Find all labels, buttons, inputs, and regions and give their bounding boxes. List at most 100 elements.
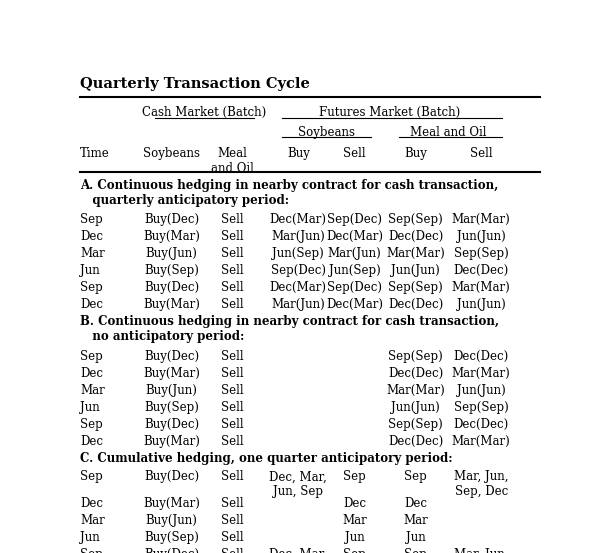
Text: Buy(Mar): Buy(Mar) — [143, 230, 200, 243]
Text: Mar(Mar): Mar(Mar) — [386, 247, 445, 260]
Text: Sell: Sell — [221, 497, 244, 510]
Text: Dec: Dec — [404, 497, 427, 510]
Text: Sep: Sep — [343, 471, 366, 483]
Text: Jun(Jun): Jun(Jun) — [457, 299, 506, 311]
Text: Buy(Mar): Buy(Mar) — [143, 367, 200, 380]
Text: Sep(Dec): Sep(Dec) — [271, 264, 326, 278]
Text: Dec(Dec): Dec(Dec) — [388, 230, 443, 243]
Text: Quarterly Transaction Cycle: Quarterly Transaction Cycle — [80, 77, 310, 91]
Text: Jun(Jun): Jun(Jun) — [391, 401, 440, 414]
Text: Buy(Mar): Buy(Mar) — [143, 299, 200, 311]
Text: Dec: Dec — [80, 367, 103, 380]
Text: Dec(Dec): Dec(Dec) — [454, 418, 509, 431]
Text: C. Cumulative hedging, one quarter anticipatory period:: C. Cumulative hedging, one quarter antic… — [80, 452, 453, 465]
Text: Soybeans: Soybeans — [298, 127, 355, 139]
Text: Dec, Mar,
Jun, Sep: Dec, Mar, Jun, Sep — [269, 471, 327, 498]
Text: Buy(Sep): Buy(Sep) — [145, 264, 199, 278]
Text: Dec(Dec): Dec(Dec) — [388, 299, 443, 311]
Text: Buy(Dec): Buy(Dec) — [144, 350, 199, 363]
Text: Sep: Sep — [80, 281, 103, 294]
Text: Buy(Jun): Buy(Jun) — [146, 514, 198, 527]
Text: Sep: Sep — [343, 548, 366, 553]
Text: Sell: Sell — [221, 384, 244, 397]
Text: Dec(Dec): Dec(Dec) — [388, 435, 443, 448]
Text: Buy(Jun): Buy(Jun) — [146, 384, 198, 397]
Text: Sep: Sep — [80, 418, 103, 431]
Text: Dec: Dec — [80, 435, 103, 448]
Text: Sell: Sell — [343, 147, 366, 160]
Text: Sep(Sep): Sep(Sep) — [388, 350, 443, 363]
Text: Buy(Dec): Buy(Dec) — [144, 548, 199, 553]
Text: Sell: Sell — [221, 367, 244, 380]
Text: Dec: Dec — [80, 497, 103, 510]
Text: Futures Market (Batch): Futures Market (Batch) — [319, 106, 460, 119]
Text: Sep: Sep — [404, 471, 427, 483]
Text: Buy(Dec): Buy(Dec) — [144, 213, 199, 226]
Text: Sep: Sep — [80, 471, 103, 483]
Text: Dec(Mar): Dec(Mar) — [270, 213, 327, 226]
Text: Sell: Sell — [221, 350, 244, 363]
Text: Jun: Jun — [80, 531, 100, 544]
Text: Mar, Jun,
Sep, Dec: Mar, Jun, Sep, Dec — [454, 548, 508, 553]
Text: Dec(Mar): Dec(Mar) — [270, 281, 327, 294]
Text: Jun(Sep): Jun(Sep) — [272, 247, 324, 260]
Text: Sell: Sell — [221, 299, 244, 311]
Text: Sep: Sep — [80, 350, 103, 363]
Text: Buy: Buy — [404, 147, 427, 160]
Text: Sell: Sell — [221, 281, 244, 294]
Text: Sell: Sell — [221, 531, 244, 544]
Text: Sep(Sep): Sep(Sep) — [388, 213, 443, 226]
Text: Jun: Jun — [406, 531, 425, 544]
Text: Time: Time — [80, 147, 110, 160]
Text: Meal
and Oil: Meal and Oil — [211, 147, 254, 175]
Text: Dec: Dec — [343, 497, 366, 510]
Text: Jun(Jun): Jun(Jun) — [391, 264, 440, 278]
Text: A. Continuous hedging in nearby contract for cash transaction,
   quarterly anti: A. Continuous hedging in nearby contract… — [80, 179, 499, 207]
Text: Jun(Sep): Jun(Sep) — [329, 264, 381, 278]
Text: Sep: Sep — [80, 548, 103, 553]
Text: Mar(Jun): Mar(Jun) — [272, 299, 325, 311]
Text: Buy(Dec): Buy(Dec) — [144, 471, 199, 483]
Text: Mar: Mar — [80, 514, 105, 527]
Text: Jun: Jun — [80, 264, 100, 278]
Text: Mar(Mar): Mar(Mar) — [452, 435, 511, 448]
Text: Sep: Sep — [80, 213, 103, 226]
Text: Mar, Jun,
Sep, Dec: Mar, Jun, Sep, Dec — [454, 471, 508, 498]
Text: Dec, Mar,
Jun, Sep: Dec, Mar, Jun, Sep — [269, 548, 327, 553]
Text: Buy(Jun): Buy(Jun) — [146, 247, 198, 260]
Text: Meal and Oil: Meal and Oil — [410, 127, 486, 139]
Text: Dec(Dec): Dec(Dec) — [454, 350, 509, 363]
Text: Buy(Mar): Buy(Mar) — [143, 497, 200, 510]
Text: Mar: Mar — [80, 247, 105, 260]
Text: Dec(Dec): Dec(Dec) — [454, 264, 509, 278]
Text: Cash Market (Batch): Cash Market (Batch) — [142, 106, 267, 119]
Text: Buy(Dec): Buy(Dec) — [144, 281, 199, 294]
Text: B. Continuous hedging in nearby contract for cash transaction,
   no anticipator: B. Continuous hedging in nearby contract… — [80, 315, 499, 343]
Text: Mar: Mar — [80, 384, 105, 397]
Text: Sep(Dec): Sep(Dec) — [327, 213, 382, 226]
Text: Sell: Sell — [221, 548, 244, 553]
Text: Sep(Dec): Sep(Dec) — [327, 281, 382, 294]
Text: Sep(Sep): Sep(Sep) — [388, 281, 443, 294]
Text: Sell: Sell — [470, 147, 492, 160]
Text: Jun(Jun): Jun(Jun) — [457, 230, 506, 243]
Text: Dec: Dec — [80, 299, 103, 311]
Text: Mar(Jun): Mar(Jun) — [272, 230, 325, 243]
Text: Buy: Buy — [287, 147, 310, 160]
Text: Sell: Sell — [221, 418, 244, 431]
Text: Mar(Mar): Mar(Mar) — [452, 213, 511, 226]
Text: Buy(Sep): Buy(Sep) — [145, 531, 199, 544]
Text: Sell: Sell — [221, 401, 244, 414]
Text: Sell: Sell — [221, 514, 244, 527]
Text: Sell: Sell — [221, 435, 244, 448]
Text: Sell: Sell — [221, 264, 244, 278]
Text: Sell: Sell — [221, 247, 244, 260]
Text: Dec: Dec — [80, 230, 103, 243]
Text: Dec(Mar): Dec(Mar) — [326, 230, 383, 243]
Text: Mar(Jun): Mar(Jun) — [328, 247, 382, 260]
Text: Mar: Mar — [342, 514, 367, 527]
Text: Sell: Sell — [221, 230, 244, 243]
Text: Sep(Sep): Sep(Sep) — [388, 418, 443, 431]
Text: Soybeans: Soybeans — [143, 147, 200, 160]
Text: Sell: Sell — [221, 213, 244, 226]
